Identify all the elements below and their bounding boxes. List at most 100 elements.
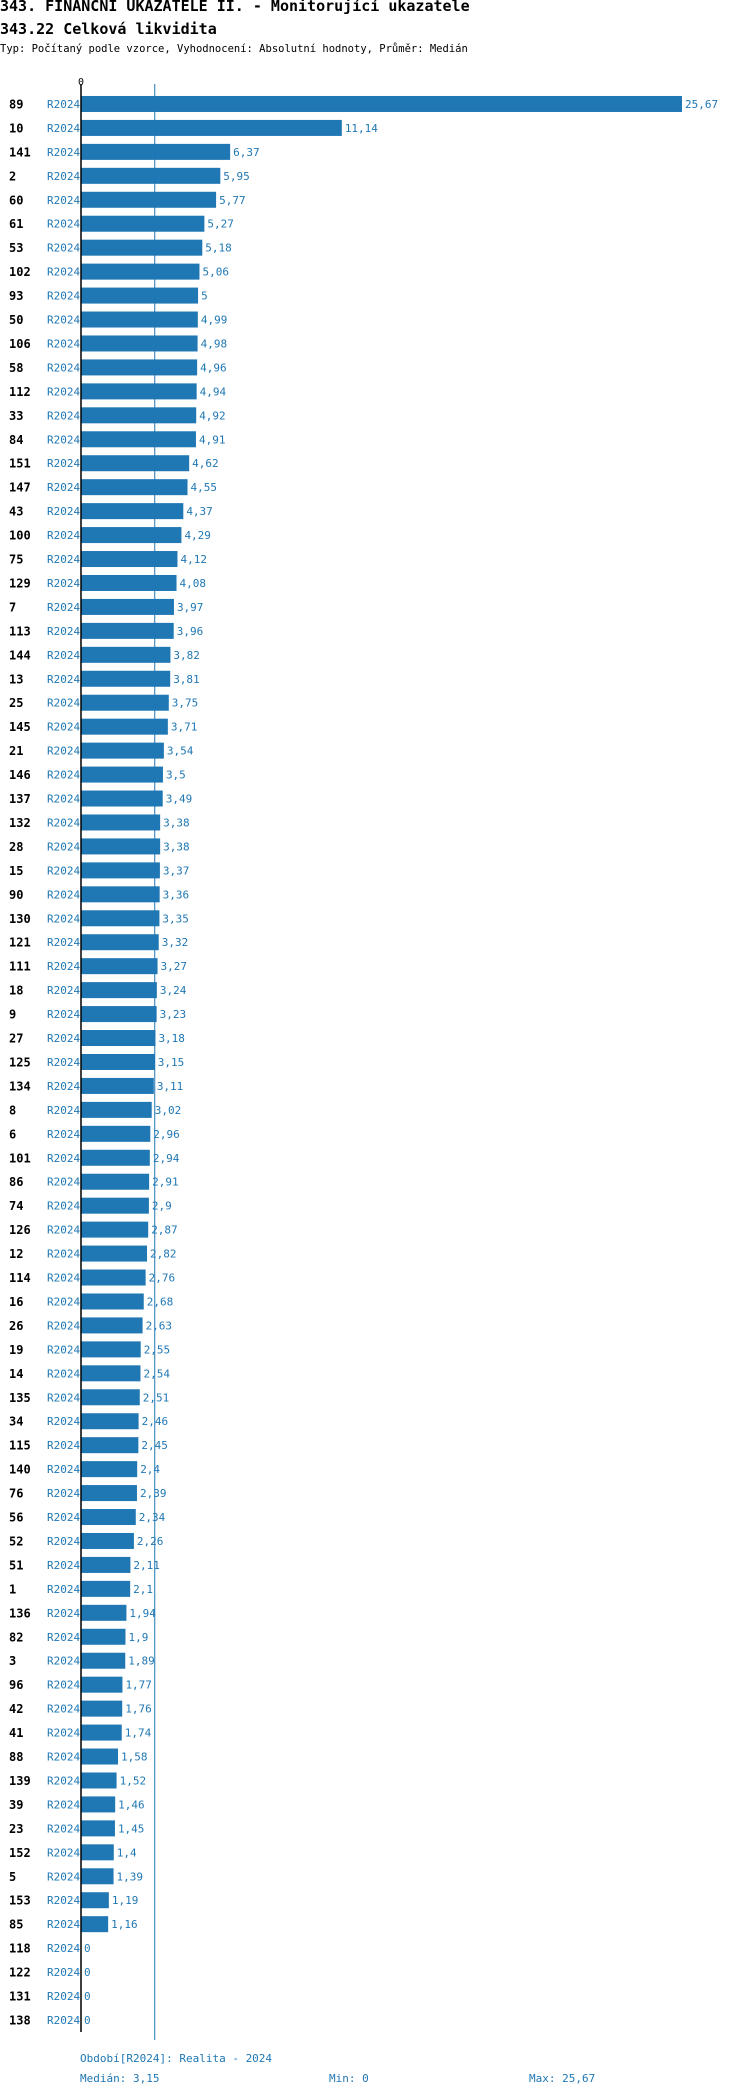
bar [81, 1509, 136, 1526]
value-label: 2,87 [151, 1224, 178, 1237]
value-label: 3,36 [163, 888, 190, 901]
row-label: 112 [9, 385, 31, 399]
period-label: R2024 [47, 122, 80, 135]
row-label: 3 [9, 1654, 16, 1668]
value-label: 2,94 [153, 1152, 180, 1165]
period-label: R2024 [47, 888, 80, 901]
period-label: R2024 [47, 1104, 80, 1117]
bar [81, 718, 168, 735]
bar [81, 1652, 126, 1669]
value-label: 0 [84, 1966, 91, 1979]
row-label: 136 [9, 1606, 31, 1620]
bar [81, 359, 198, 376]
value-label: 2,11 [133, 1559, 160, 1572]
bar [81, 694, 169, 711]
value-label: 1,74 [125, 1727, 152, 1740]
bar [81, 1269, 146, 1286]
value-label: 3,23 [160, 1008, 187, 1021]
period-label: R2024 [47, 649, 80, 662]
period-label: R2024 [47, 912, 80, 925]
bar [81, 527, 182, 544]
value-label: 1,4 [117, 1846, 137, 1859]
period-label: R2024 [47, 1966, 80, 1979]
bar [81, 1461, 138, 1478]
value-label: 2,76 [149, 1272, 176, 1285]
value-label: 4,96 [200, 361, 227, 374]
bar [81, 1724, 122, 1741]
period-label: R2024 [47, 1559, 80, 1572]
value-label: 3,11 [157, 1080, 184, 1093]
row-label: 60 [9, 193, 23, 207]
value-label: 2,91 [152, 1176, 179, 1189]
bar [81, 119, 342, 136]
period-label: R2024 [47, 745, 80, 758]
row-label: 146 [9, 768, 31, 782]
row-label: 134 [9, 1079, 31, 1093]
value-label: 3,54 [167, 745, 194, 758]
period-label: R2024 [47, 840, 80, 853]
period-label: R2024 [47, 697, 80, 710]
value-label: 4,98 [201, 337, 228, 350]
period-label: R2024 [47, 601, 80, 614]
period-label: R2024 [47, 1200, 80, 1213]
bar [81, 1604, 127, 1621]
row-label: 18 [9, 984, 23, 998]
period-label: R2024 [47, 1631, 80, 1644]
row-label: 52 [9, 1534, 23, 1548]
row-label: 9 [9, 1008, 16, 1022]
period-label: R2024 [47, 457, 80, 470]
bar [81, 1389, 140, 1406]
bar [81, 1125, 151, 1142]
value-label: 3,18 [158, 1032, 185, 1045]
value-label: 11,14 [345, 122, 378, 135]
value-label: 3,38 [163, 816, 190, 829]
period-label: R2024 [47, 1870, 80, 1883]
bar [81, 455, 190, 472]
row-label: 39 [9, 1798, 23, 1812]
bar [81, 1556, 131, 1573]
row-label: 144 [9, 648, 31, 662]
bar [81, 263, 200, 280]
value-label: 1,58 [121, 1751, 148, 1764]
value-label: 5,95 [223, 170, 250, 183]
row-label: 121 [9, 936, 31, 950]
bar [81, 766, 163, 783]
row-label: 34 [9, 1415, 23, 1429]
period-label: R2024 [47, 1655, 80, 1668]
value-label: 5,77 [219, 194, 246, 207]
period-label: R2024 [47, 864, 80, 877]
bar [81, 1149, 150, 1166]
value-label: 1,9 [128, 1631, 148, 1644]
row-label: 2 [9, 169, 16, 183]
row-label: 118 [9, 1942, 31, 1956]
period-label: R2024 [47, 1008, 80, 1021]
period-label: R2024 [47, 314, 80, 327]
bar [81, 503, 184, 520]
bar [81, 215, 205, 232]
bar [81, 1676, 123, 1693]
bar [81, 1101, 152, 1118]
period-label: R2024 [47, 1798, 80, 1811]
period-label: R2024 [47, 1511, 80, 1524]
period-label: R2024 [47, 385, 80, 398]
bar [81, 311, 198, 328]
bar [81, 191, 217, 208]
bar [81, 1892, 109, 1909]
row-label: 76 [9, 1487, 23, 1501]
row-label: 8 [9, 1103, 16, 1117]
value-label: 2,68 [147, 1295, 174, 1308]
row-label: 93 [9, 289, 23, 303]
row-label: 56 [9, 1511, 23, 1525]
value-label: 1,77 [125, 1679, 152, 1692]
bar [81, 1820, 115, 1837]
bar [81, 383, 197, 400]
bar [81, 1844, 114, 1861]
bar [81, 670, 171, 687]
period-label: R2024 [47, 529, 80, 542]
value-label: 3,96 [177, 625, 204, 638]
value-label: 1,39 [117, 1870, 143, 1883]
period-label: R2024 [47, 481, 80, 494]
value-label: 2,4 [140, 1463, 160, 1476]
bar [81, 862, 160, 879]
bar [81, 598, 174, 615]
